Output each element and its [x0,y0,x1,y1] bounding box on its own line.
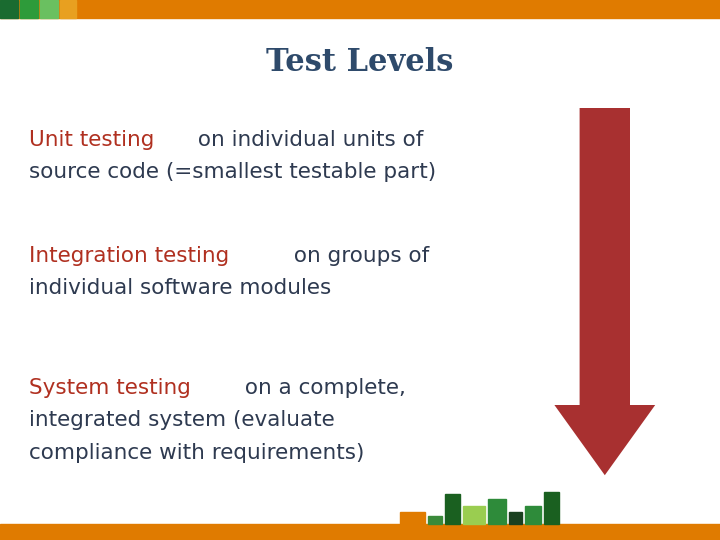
Bar [445,494,460,524]
Text: on individual units of: on individual units of [191,130,423,150]
Bar [428,516,442,524]
Text: System testing: System testing [29,378,191,398]
Text: compliance with requirements): compliance with requirements) [29,443,364,463]
Bar [400,512,425,524]
Bar [40,0,58,18]
Bar [0,0,18,18]
Bar [544,492,559,524]
Bar [20,0,38,18]
Bar [463,506,485,524]
Bar [0,0,720,18]
Text: on groups of: on groups of [287,246,429,266]
Text: source code (=smallest testable part): source code (=smallest testable part) [29,162,436,182]
Bar [488,499,506,524]
Bar [60,0,76,18]
Bar [525,506,541,524]
Text: individual software modules: individual software modules [29,278,331,298]
Text: Integration testing: Integration testing [29,246,229,266]
Text: Test Levels: Test Levels [266,46,454,78]
Bar [509,512,522,524]
Text: on a complete,: on a complete, [238,378,405,398]
Text: Unit testing: Unit testing [29,130,154,150]
Text: integrated system (evaluate: integrated system (evaluate [29,410,335,430]
Polygon shape [554,108,655,475]
Bar [0,524,720,540]
